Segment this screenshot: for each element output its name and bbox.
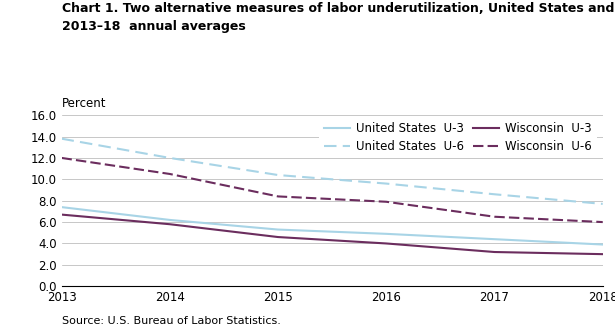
Line: Wisconsin  U-3: Wisconsin U-3 <box>62 215 603 254</box>
Wisconsin  U-6 <box>274 194 282 198</box>
Text: 2013–18  annual averages: 2013–18 annual averages <box>62 20 245 33</box>
Text: Source: U.S. Bureau of Labor Statistics.: Source: U.S. Bureau of Labor Statistics. <box>62 316 280 326</box>
Wisconsin  U-6 <box>383 200 390 204</box>
United States  U-3 <box>58 205 65 209</box>
Legend: United States  U-3, United States  U-6, Wisconsin  U-3, Wisconsin  U-6: United States U-3, United States U-6, Wi… <box>319 118 597 158</box>
United States  U-6 <box>166 156 173 160</box>
United States  U-6 <box>58 137 65 141</box>
Line: United States  U-3: United States U-3 <box>62 207 603 244</box>
Wisconsin  U-6 <box>491 215 498 219</box>
Wisconsin  U-3 <box>274 235 282 239</box>
United States  U-3 <box>599 242 606 246</box>
United States  U-6 <box>274 173 282 177</box>
United States  U-6 <box>491 192 498 196</box>
Wisconsin  U-6 <box>58 156 65 160</box>
United States  U-3 <box>491 237 498 241</box>
Wisconsin  U-6 <box>166 172 173 176</box>
Wisconsin  U-3 <box>383 241 390 245</box>
United States  U-6 <box>383 182 390 186</box>
Wisconsin  U-3 <box>166 222 173 226</box>
United States  U-3 <box>166 218 173 222</box>
Text: Percent: Percent <box>62 96 106 110</box>
Wisconsin  U-3 <box>599 252 606 256</box>
United States  U-6 <box>599 202 606 206</box>
Wisconsin  U-3 <box>58 213 65 216</box>
Text: Chart 1. Two alternative measures of labor underutilization, United States and W: Chart 1. Two alternative measures of lab… <box>62 2 615 15</box>
Line: United States  U-6: United States U-6 <box>62 139 603 204</box>
United States  U-3 <box>274 228 282 232</box>
Line: Wisconsin  U-6: Wisconsin U-6 <box>62 158 603 222</box>
United States  U-3 <box>383 232 390 236</box>
Wisconsin  U-6 <box>599 220 606 224</box>
Wisconsin  U-3 <box>491 250 498 254</box>
